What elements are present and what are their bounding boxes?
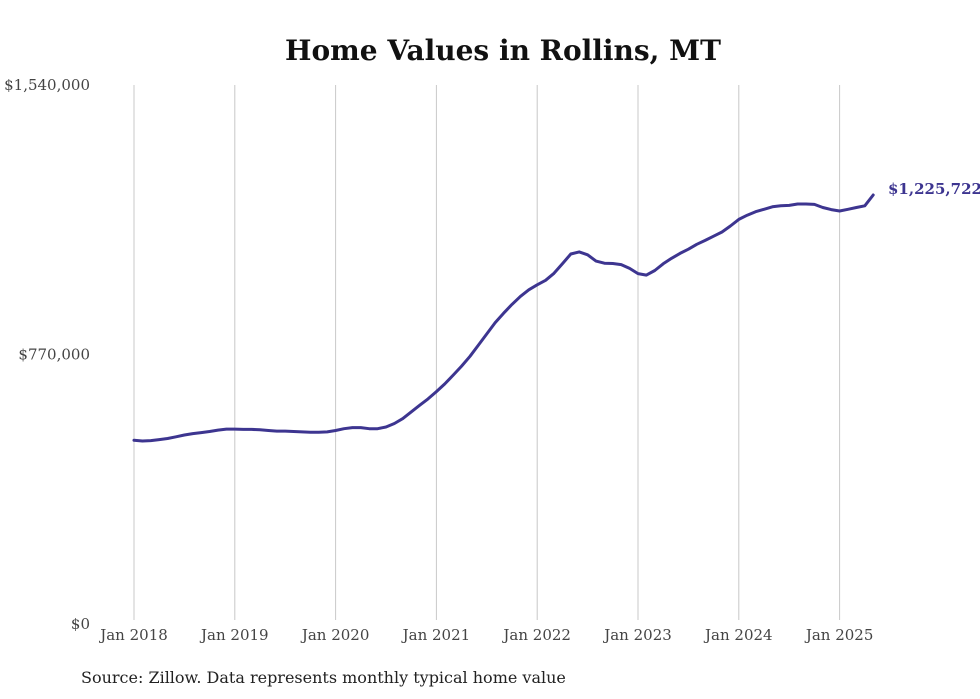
end-value-label: $1,225,722 [888, 180, 980, 198]
x-tick-label: Jan 2025 [804, 626, 874, 644]
x-tick-label: Jan 2023 [602, 626, 672, 644]
x-tick-label: Jan 2021 [401, 626, 471, 644]
x-tick-label: Jan 2022 [501, 626, 571, 644]
series-line-0 [132, 193, 875, 443]
gridlines [133, 85, 841, 620]
chart-title: Home Values in Rollins, MT [285, 34, 721, 67]
y-tick-label: $1,540,000 [4, 76, 90, 94]
x-tick-label: Jan 2020 [300, 626, 370, 644]
y-tick-label: $770,000 [18, 346, 90, 364]
x-tick-label: Jan 2024 [703, 626, 773, 644]
y-axis-ticks: $0 $770,000 $1,540,000 [4, 76, 90, 633]
source-note: Source: Zillow. Data represents monthly … [81, 668, 566, 687]
x-axis-ticks: Jan 2018 Jan 2019 Jan 2020 Jan 2021 Jan 2022… [98, 626, 873, 644]
x-tick-label: Jan 2018 [98, 626, 168, 644]
y-tick-label: $0 [71, 615, 90, 633]
series-group [132, 193, 875, 443]
x-tick-label: Jan 2019 [199, 626, 269, 644]
